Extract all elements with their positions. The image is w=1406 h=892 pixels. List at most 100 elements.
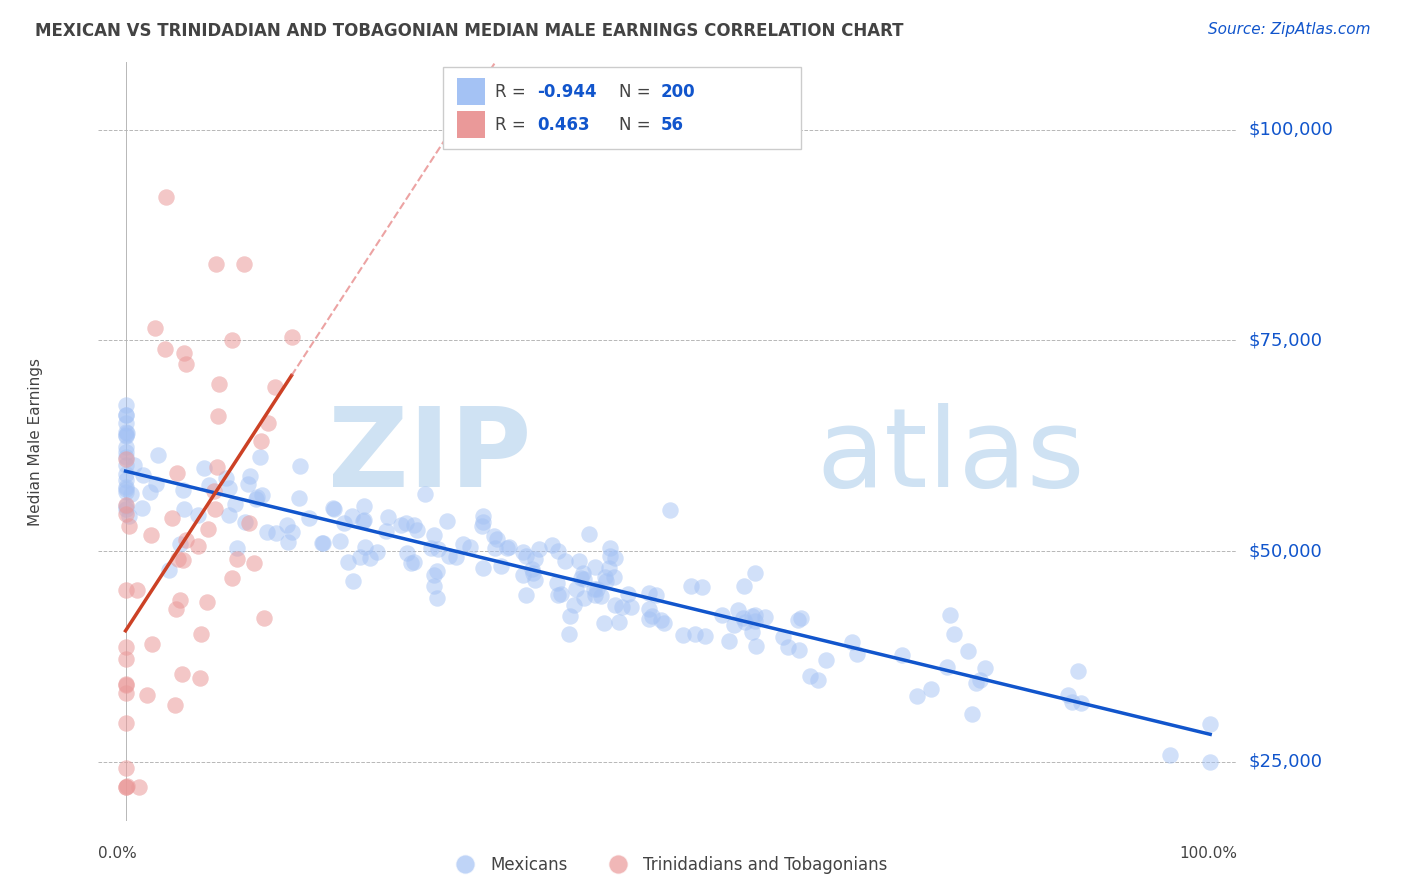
Point — [114, 467, 136, 481]
Point — [114, 480, 136, 494]
Point — [973, 661, 995, 675]
Point — [114, 425, 136, 439]
Point — [276, 517, 298, 532]
Point — [405, 523, 427, 537]
Point — [589, 590, 612, 604]
Point — [353, 499, 375, 513]
Point — [733, 579, 755, 593]
Point — [498, 540, 520, 554]
Text: 0.463: 0.463 — [537, 116, 589, 134]
Point — [693, 629, 716, 643]
Point — [718, 633, 741, 648]
Point — [444, 549, 467, 564]
Point — [336, 555, 359, 569]
Point — [253, 611, 276, 625]
Point — [224, 497, 246, 511]
Point — [114, 445, 136, 459]
Point — [523, 573, 546, 587]
Point — [118, 518, 141, 533]
Point — [404, 555, 426, 569]
Point — [174, 533, 197, 548]
Point — [114, 416, 136, 430]
Point — [943, 627, 966, 641]
Point — [236, 476, 259, 491]
Point — [640, 608, 662, 623]
Point — [187, 508, 209, 522]
Text: Source: ZipAtlas.com: Source: ZipAtlas.com — [1208, 22, 1371, 37]
Point — [193, 461, 215, 475]
Point — [619, 600, 641, 615]
Point — [520, 562, 543, 576]
Point — [238, 516, 260, 531]
Point — [969, 673, 991, 687]
Point — [595, 574, 617, 588]
Point — [114, 451, 136, 466]
Point — [172, 483, 194, 497]
Point — [402, 517, 425, 532]
Point — [962, 706, 984, 721]
Point — [115, 425, 138, 440]
Point — [207, 409, 229, 424]
Point — [799, 668, 821, 682]
Point — [772, 630, 794, 644]
Point — [458, 540, 481, 554]
Point — [395, 516, 418, 531]
Point — [208, 377, 231, 392]
Point — [114, 458, 136, 472]
Point — [139, 528, 162, 542]
Point — [574, 572, 596, 586]
Text: R =: R = — [495, 116, 531, 134]
Point — [790, 611, 813, 625]
Point — [342, 574, 364, 588]
Point — [846, 647, 869, 661]
Text: N =: N = — [619, 116, 655, 134]
Point — [114, 780, 136, 794]
Point — [131, 500, 153, 515]
Point — [353, 513, 375, 527]
Point — [527, 541, 550, 556]
Point — [741, 625, 763, 640]
Point — [232, 257, 254, 271]
Point — [524, 552, 547, 566]
Point — [396, 546, 419, 560]
Point — [188, 672, 211, 686]
Point — [731, 611, 754, 625]
Text: 56: 56 — [661, 116, 683, 134]
Point — [638, 586, 661, 600]
Point — [202, 484, 225, 499]
Point — [139, 485, 162, 500]
Text: Median Male Earnings: Median Male Earnings — [28, 358, 44, 525]
Point — [672, 628, 695, 642]
Point — [484, 541, 506, 556]
Point — [114, 677, 136, 691]
Point — [153, 343, 176, 357]
Point — [114, 450, 136, 465]
Point — [1199, 755, 1222, 769]
Point — [602, 570, 624, 584]
Point — [160, 510, 183, 524]
Point — [423, 528, 446, 542]
Point — [145, 477, 167, 491]
Point — [143, 320, 166, 334]
Point — [114, 440, 136, 454]
Point — [1159, 747, 1181, 762]
Point — [815, 653, 838, 667]
Point — [281, 525, 304, 540]
Point — [572, 566, 595, 580]
Point — [250, 488, 273, 502]
Point — [354, 540, 377, 554]
Point — [169, 593, 191, 607]
Point — [727, 603, 749, 617]
Point — [572, 591, 595, 606]
Point — [125, 582, 148, 597]
Text: atlas: atlas — [815, 403, 1084, 510]
Point — [1070, 697, 1092, 711]
Point — [132, 467, 155, 482]
Point — [599, 549, 621, 563]
Point — [114, 429, 136, 443]
Point — [744, 614, 766, 628]
Point — [426, 591, 449, 606]
Point — [198, 478, 221, 492]
Point — [489, 558, 512, 573]
Point — [734, 615, 756, 629]
